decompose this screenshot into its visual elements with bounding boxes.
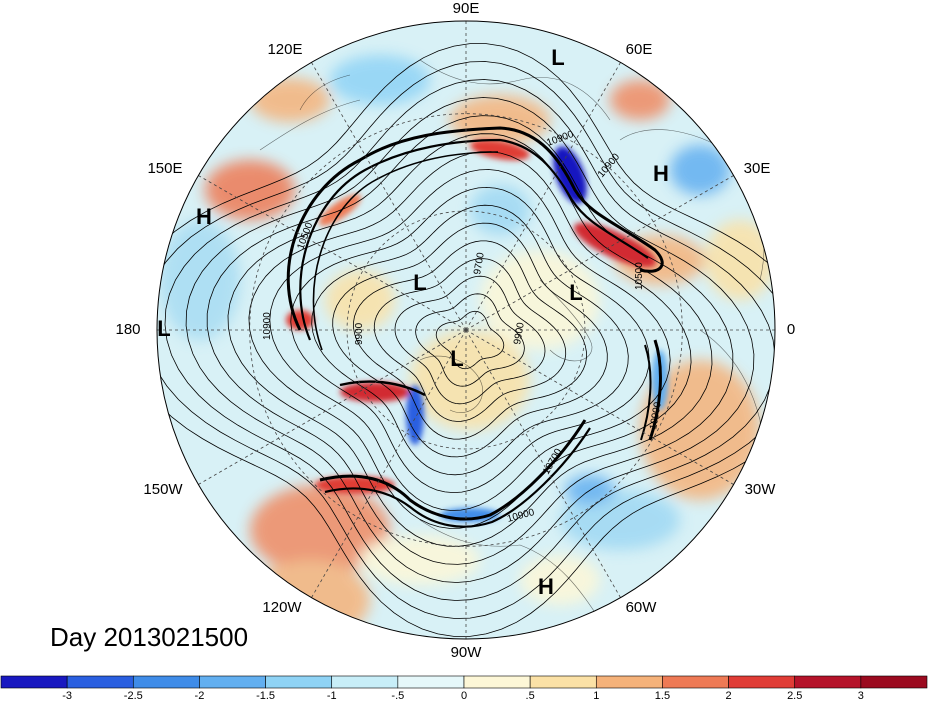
colorbar-swatch [794, 675, 862, 689]
low-marker: L [551, 45, 564, 70]
lon-label-60e: 60E [626, 41, 653, 58]
lon-label-120e: 120E [267, 41, 302, 58]
day-title: Day 2013021500 [50, 622, 248, 652]
colorbar-swatch [199, 675, 266, 689]
low-marker: L [450, 346, 463, 371]
colorbar-label: 3 [858, 690, 864, 702]
colorbar-label: -2.5 [124, 690, 143, 702]
height-contour-line [394, 275, 546, 405]
colorbar-label: 2.5 [787, 690, 802, 702]
height-contour-line [157, 43, 775, 637]
colorbar-swatch [662, 675, 729, 689]
colorbar-swatch [331, 675, 399, 689]
colorbar-label: 1 [593, 690, 599, 702]
colorbar-swatch [0, 675, 68, 689]
lon-label-30e: 30E [744, 160, 771, 177]
contour-label: 10900 [262, 312, 273, 340]
low-marker: L [569, 280, 582, 305]
high-marker: H [538, 574, 554, 599]
colorbar-label: -3 [62, 690, 72, 702]
height-contour-line [435, 310, 505, 370]
contour-label: 9900 [512, 321, 527, 345]
colorbar-label: 2 [726, 690, 732, 702]
lon-label-180: 180 [115, 321, 140, 338]
high-marker: H [653, 161, 669, 186]
colorbar-swatch [265, 675, 333, 689]
height-contour-line [164, 79, 775, 601]
colorbar-labels: -3 -2.5 -2 -1.5 -1 -.5 0 .5 1 1.5 2 2.5 3 [62, 690, 864, 702]
contour-label: 10500 [634, 262, 645, 290]
lon-label-120w: 120W [262, 599, 302, 616]
jet-contours [286, 126, 664, 528]
colorbar-swatch [728, 675, 796, 689]
colorbar-label: -2 [195, 690, 205, 702]
lon-label-30w: 30W [745, 481, 777, 498]
colorbar-label: 0 [461, 690, 467, 702]
lon-label-90e: 90E [453, 0, 480, 17]
colorbar-swatch [595, 675, 663, 689]
colorbar-swatch [397, 675, 465, 689]
contour-label: 10900 [648, 401, 664, 431]
map-boundary [156, 20, 776, 640]
lon-label-90w: 90W [451, 644, 483, 661]
height-contour-line [157, 61, 775, 619]
colorbar-swatch [529, 675, 597, 689]
longitude-labels: 90E 60E 30E 0 30W 60W 90W 120W 150W 180 … [115, 0, 795, 661]
colorbar-swatch [132, 675, 200, 689]
lon-label-60w: 60W [626, 599, 658, 616]
pressure-system-labels: L L L L L H H H [157, 45, 669, 599]
high-marker: H [196, 204, 212, 229]
colorbar-label: -1.5 [256, 690, 275, 702]
height-contours [157, 43, 775, 637]
latitude-circle [346, 210, 586, 450]
height-contour-line [269, 169, 671, 511]
colorbar-label: .5 [526, 690, 535, 702]
low-marker: L [413, 270, 426, 295]
colorbar-swatch [860, 675, 928, 689]
lon-label-150e: 150E [147, 160, 182, 177]
graticule [157, 21, 775, 639]
contour-label: 9900 [354, 322, 365, 345]
colorbar-swatch [463, 675, 531, 689]
colorbar-label: -1 [327, 690, 337, 702]
height-contour-line [290, 186, 650, 494]
colorbar-label: 1.5 [655, 690, 670, 702]
colorbar [0, 675, 928, 689]
height-contour-line [353, 240, 587, 440]
height-contour-line [415, 293, 525, 387]
colorbar-swatch [66, 675, 134, 689]
contour-label: 9700 [472, 251, 487, 275]
low-marker: L [157, 316, 170, 341]
lon-label-0: 0 [787, 321, 795, 338]
colorbar-label: -.5 [391, 690, 404, 702]
lon-label-150w: 150W [143, 481, 183, 498]
height-contour-line [206, 115, 734, 565]
height-contour-line [185, 97, 755, 583]
